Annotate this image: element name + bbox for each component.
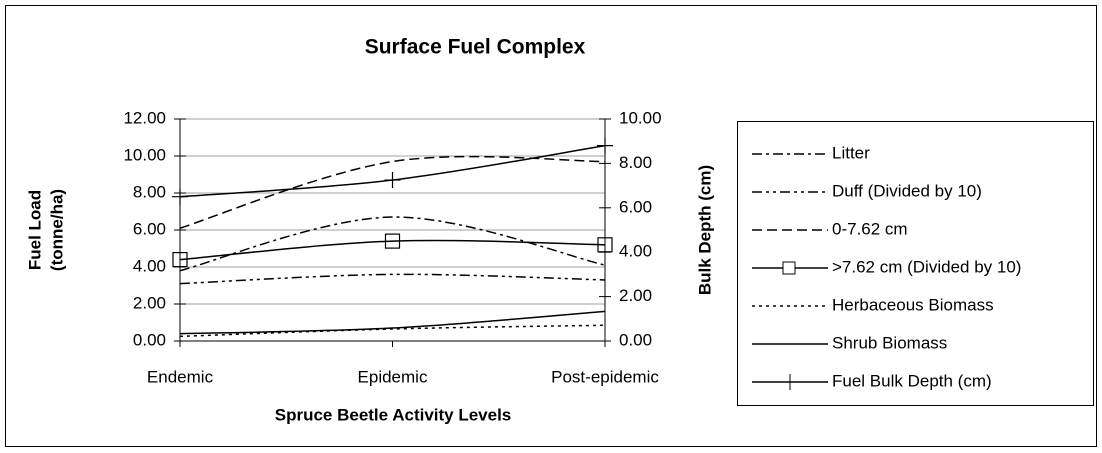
x-axis-title: Spruce Beetle Activity Levels xyxy=(275,405,512,424)
legend-marker xyxy=(782,261,796,275)
y2-tick-label: 2.00 xyxy=(619,286,652,305)
y2-tick-label: 10.00 xyxy=(619,108,662,127)
y-tick-label: 4.00 xyxy=(133,256,166,275)
y2-tick-label: 0.00 xyxy=(619,330,652,349)
y2-tick-label: 6.00 xyxy=(619,197,652,216)
marker xyxy=(384,233,401,249)
x-tick-label: Endemic xyxy=(147,367,214,386)
marker xyxy=(597,237,613,253)
y-tick-label: 10.00 xyxy=(123,145,166,164)
y-tick-label: 0.00 xyxy=(133,330,166,349)
y2-axis-title: Bulk Depth (cm) xyxy=(695,165,714,295)
legend-label: >7.62 cm (Divided by 10) xyxy=(832,257,1021,276)
legend-label: Litter xyxy=(832,143,870,162)
y-axis-title: Fuel Load xyxy=(25,190,44,270)
series-line xyxy=(179,216,606,272)
chart-title: Surface Fuel Complex xyxy=(365,36,586,59)
series-line xyxy=(179,239,606,261)
marker xyxy=(384,172,401,189)
y-tick-label: 6.00 xyxy=(133,219,166,238)
legend-box xyxy=(737,121,1094,406)
marker xyxy=(172,252,188,268)
legend-label: Fuel Bulk Depth (cm) xyxy=(832,371,992,390)
y2-tick-label: 4.00 xyxy=(619,242,652,261)
legend-label: 0-7.62 cm xyxy=(832,219,908,238)
y-tick-label: 12.00 xyxy=(123,108,166,127)
series-line xyxy=(179,155,606,229)
y-tick-label: 8.00 xyxy=(133,182,166,201)
series-line xyxy=(179,310,606,335)
x-tick-label: Post-epidemic xyxy=(551,367,659,386)
marker xyxy=(597,137,613,154)
legend-label: Duff (Divided by 10) xyxy=(832,181,982,200)
y2-tick-label: 8.00 xyxy=(619,153,652,172)
y-tick-label: 2.00 xyxy=(133,293,166,312)
legend-label: Herbaceous Biomass xyxy=(832,295,994,314)
series-line xyxy=(179,273,606,285)
marker xyxy=(172,188,188,205)
legend-marker xyxy=(782,374,798,390)
series-line xyxy=(179,324,606,338)
x-tick-label: Epidemic xyxy=(358,367,428,386)
y-axis-title: (tonne/ha) xyxy=(47,189,66,271)
legend-label: Shrub Biomass xyxy=(832,333,947,352)
